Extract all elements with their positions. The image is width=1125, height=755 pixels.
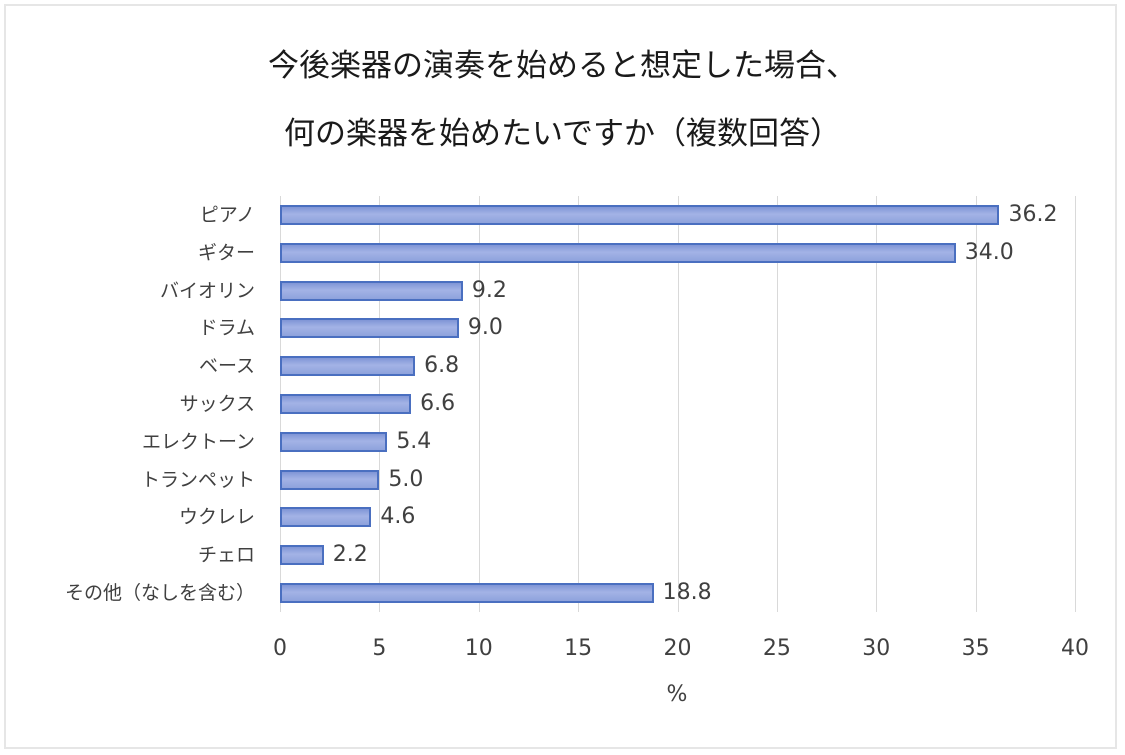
- gridline: [478, 196, 480, 612]
- bar-value-label: 4.6: [380, 504, 416, 530]
- category-label: ドラム: [198, 317, 255, 340]
- x-tick-label: 40: [1061, 636, 1089, 661]
- category-label: ウクレレ: [178, 506, 255, 529]
- bar-value-label: 2.2: [332, 542, 368, 568]
- gridline: [975, 196, 977, 612]
- bar: [280, 280, 463, 301]
- bar-value-label: 9.0: [467, 315, 503, 341]
- bar: [280, 507, 372, 528]
- bar-value-label: 5.4: [396, 428, 432, 454]
- gridline: [876, 196, 878, 612]
- bar-value-label: 5.0: [388, 466, 424, 492]
- category-label: ピアノ: [199, 203, 255, 226]
- x-tick-label: 35: [961, 636, 990, 661]
- bar-value-label: 18.8: [662, 580, 712, 606]
- category-label: バイオリン: [159, 279, 255, 302]
- x-axis-label: %: [666, 682, 688, 707]
- bar: [280, 583, 654, 604]
- plot-area: 36.2 34.0 9.2 9.0 6.8 6.6 5.4 5.0 4.6 2.2 18.8: [280, 196, 1076, 612]
- bar: [280, 394, 412, 414]
- category-label: エレクトーン: [141, 430, 255, 453]
- bar-value-label: 9.2: [471, 277, 507, 303]
- category-label: トランペット: [140, 468, 255, 491]
- bar: [280, 204, 1000, 225]
- x-tick-label: 20: [663, 636, 692, 661]
- bar: [280, 431, 388, 452]
- gridline: [776, 196, 778, 612]
- category-label: その他（なしを含む）: [64, 582, 255, 605]
- chart-frame: [4, 4, 1117, 749]
- x-tick-label: 15: [564, 636, 593, 661]
- bar: [280, 318, 459, 339]
- category-label: チェロ: [197, 544, 255, 567]
- category-label: サックス: [179, 393, 255, 415]
- x-tick-label: 0: [273, 636, 287, 661]
- chart-title-line-2: 何の楽器を始めたいですか（複数回答）: [283, 116, 842, 152]
- bar: [280, 545, 324, 566]
- bar-value-label: 34.0: [964, 239, 1014, 265]
- x-tick-label: 5: [372, 636, 387, 661]
- bar: [280, 242, 956, 263]
- bar-value-label: 6.6: [420, 391, 456, 416]
- bar: [280, 469, 380, 490]
- x-tick-label: 10: [464, 636, 493, 661]
- category-label: ベース: [198, 355, 255, 378]
- gridline: [1075, 196, 1076, 612]
- gridline: [677, 196, 679, 612]
- x-tick-label: 30: [862, 636, 891, 661]
- x-tick-label: 25: [762, 636, 791, 661]
- gridline: [578, 196, 580, 612]
- category-label: ギター: [197, 241, 255, 264]
- bar-value-label: 6.8: [424, 353, 460, 379]
- chart-title-line-1: 今後楽器の演奏を始めると想定した場合、: [268, 48, 857, 84]
- bar: [280, 356, 416, 377]
- bar-value-label: 36.2: [1008, 201, 1058, 227]
